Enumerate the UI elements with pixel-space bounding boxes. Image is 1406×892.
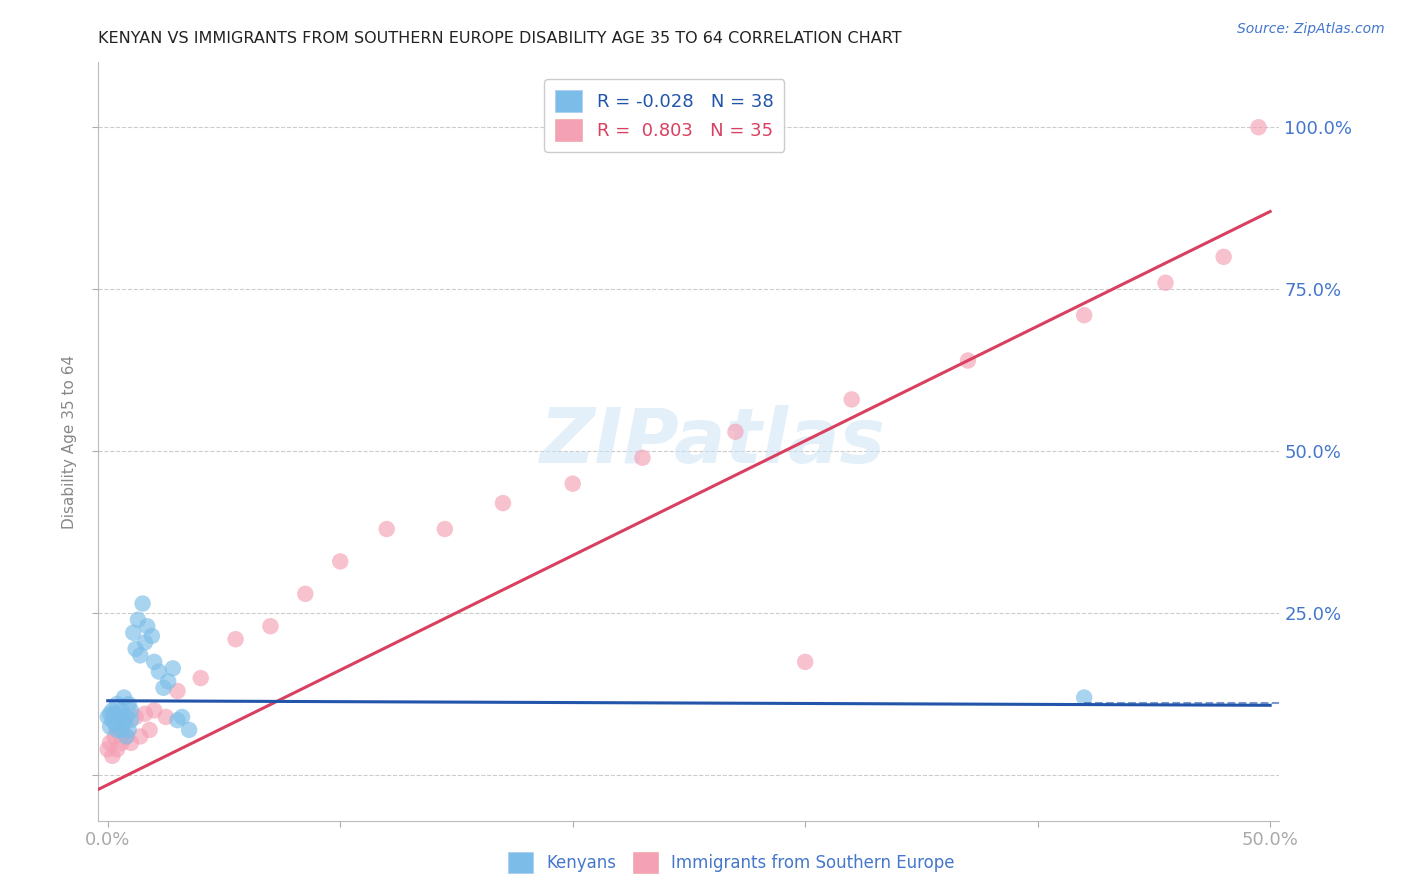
Point: [98, 720, 121, 734]
Point: [259, 619, 281, 633]
Point: [105, 742, 128, 756]
Point: [561, 476, 583, 491]
Point: [131, 597, 153, 611]
Point: [724, 425, 747, 439]
Point: [136, 619, 159, 633]
Point: [143, 703, 166, 717]
Point: [177, 723, 200, 737]
Point: [111, 736, 134, 750]
Point: [1154, 276, 1177, 290]
Point: [104, 716, 127, 731]
Point: [1212, 250, 1234, 264]
Point: [112, 716, 135, 731]
Text: Source: ZipAtlas.com: Source: ZipAtlas.com: [1237, 22, 1385, 37]
Point: [124, 641, 146, 656]
Point: [101, 713, 124, 727]
Point: [105, 697, 128, 711]
Point: [104, 706, 127, 721]
Legend: Kenyans, Immigrants from Southern Europe: Kenyans, Immigrants from Southern Europe: [501, 846, 962, 880]
Point: [124, 710, 146, 724]
Point: [97, 742, 120, 756]
Point: [794, 655, 817, 669]
Point: [841, 392, 863, 407]
Point: [492, 496, 515, 510]
Point: [329, 554, 352, 568]
Point: [157, 674, 180, 689]
Point: [138, 723, 160, 737]
Point: [101, 703, 124, 717]
Point: [134, 706, 156, 721]
Point: [115, 730, 138, 744]
Point: [1247, 120, 1270, 135]
Point: [117, 723, 139, 737]
Point: [111, 703, 134, 717]
Point: [120, 713, 142, 727]
Point: [120, 703, 142, 717]
Point: [108, 723, 131, 737]
Point: [108, 710, 131, 724]
Point: [98, 736, 121, 750]
Point: [631, 450, 654, 465]
Point: [190, 671, 212, 685]
Point: [108, 713, 131, 727]
Text: KENYAN VS IMMIGRANTS FROM SOUTHERN EUROPE DISABILITY AGE 35 TO 64 CORRELATION CH: KENYAN VS IMMIGRANTS FROM SOUTHERN EUROP…: [98, 31, 903, 46]
Point: [111, 723, 134, 737]
Point: [105, 723, 128, 737]
Point: [375, 522, 398, 536]
Point: [433, 522, 456, 536]
Point: [101, 748, 124, 763]
Point: [143, 655, 166, 669]
Point: [129, 648, 152, 663]
Point: [129, 730, 152, 744]
Point: [155, 710, 177, 724]
Point: [112, 713, 135, 727]
Legend: R = -0.028   N = 38, R =  0.803   N = 35: R = -0.028 N = 38, R = 0.803 N = 35: [544, 79, 785, 152]
Y-axis label: Disability Age 35 to 64: Disability Age 35 to 64: [62, 354, 77, 529]
Point: [120, 736, 142, 750]
Point: [98, 706, 121, 721]
Point: [97, 710, 120, 724]
Point: [112, 690, 135, 705]
Point: [122, 625, 145, 640]
Point: [148, 665, 170, 679]
Point: [172, 710, 194, 724]
Text: ZIPatlas: ZIPatlas: [540, 405, 886, 478]
Point: [166, 713, 188, 727]
Point: [117, 697, 139, 711]
Point: [294, 587, 316, 601]
Point: [127, 613, 149, 627]
Point: [225, 632, 247, 647]
Point: [1073, 308, 1095, 322]
Point: [115, 730, 138, 744]
Point: [104, 730, 127, 744]
Point: [162, 661, 184, 675]
Point: [134, 635, 156, 649]
Point: [152, 681, 174, 695]
Point: [115, 710, 138, 724]
Point: [1073, 690, 1095, 705]
Point: [166, 684, 188, 698]
Point: [956, 353, 979, 368]
Point: [141, 629, 163, 643]
